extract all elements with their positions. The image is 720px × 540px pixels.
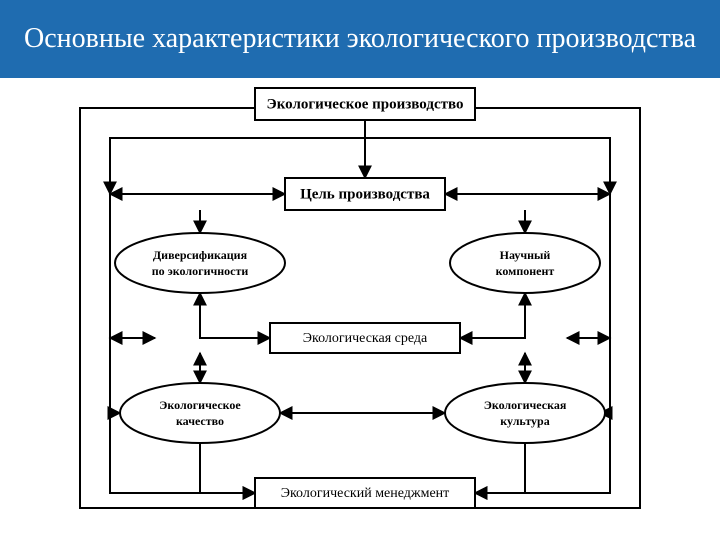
edge-17 xyxy=(200,443,255,493)
node-n_top: Экологическое производство xyxy=(255,88,475,120)
node-label: Диверсификация xyxy=(153,248,248,262)
node-label: Экологический менеджмент xyxy=(281,486,450,501)
node-label: культура xyxy=(500,414,549,428)
node-n_div: Диверсификация по экологичности xyxy=(115,233,285,293)
node-label: Экологическое производство xyxy=(267,96,464,112)
node-label: качество xyxy=(176,414,224,428)
node-label: по экологичности xyxy=(152,264,249,278)
node-label: компонент xyxy=(496,264,555,278)
node-n_env: Экологическая среда xyxy=(270,323,460,353)
diagram-container: Экологическое производство Цель производс… xyxy=(0,78,720,540)
edge-9 xyxy=(200,293,270,338)
node-label: Цель производства xyxy=(300,186,430,202)
title-bar: Основные характеристики экологического п… xyxy=(0,0,720,78)
node-label: Экологическая xyxy=(484,398,567,412)
node-n_mgmt: Экологический менеджмент xyxy=(255,478,475,508)
diagram-frame xyxy=(80,108,640,508)
node-n_sci: Научный компонент xyxy=(450,233,600,293)
edge-18 xyxy=(475,443,525,493)
node-n_qual: Экологическое качество xyxy=(120,383,280,443)
flowchart-svg: Экологическое производство Цель производс… xyxy=(0,78,720,540)
node-label: Экологическое xyxy=(159,398,241,412)
node-n_cult: Экологическая культура xyxy=(445,383,605,443)
slide: Основные характеристики экологического п… xyxy=(0,0,720,540)
edge-10 xyxy=(460,293,525,338)
node-label: Экологическая среда xyxy=(303,331,428,346)
page-title: Основные характеристики экологического п… xyxy=(24,23,696,55)
node-label: Научный xyxy=(500,248,551,262)
node-n_goal: Цель производства xyxy=(285,178,445,210)
